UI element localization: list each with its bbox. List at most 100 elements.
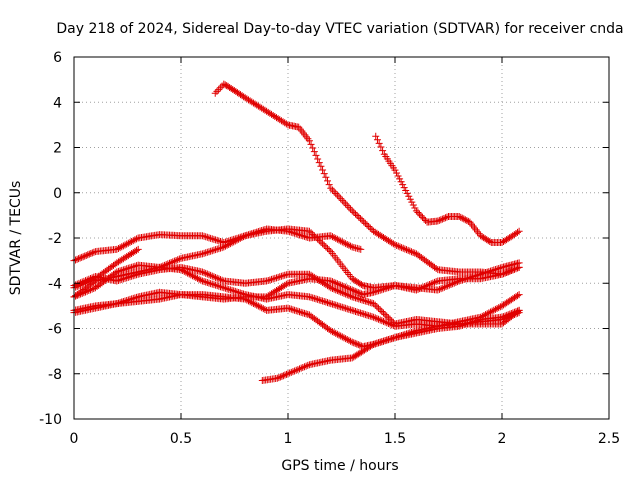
data-point <box>358 310 366 318</box>
data-point <box>307 229 315 237</box>
data-point <box>310 148 318 156</box>
x-tick-label: 0.5 <box>170 431 192 447</box>
data-point <box>327 277 335 285</box>
data-point <box>212 274 220 282</box>
data-point <box>198 268 206 276</box>
data-point <box>294 307 302 315</box>
data-point <box>357 245 365 253</box>
series-sat-j <box>70 245 142 292</box>
data-point <box>192 274 200 282</box>
data-point <box>507 309 515 317</box>
data-point <box>297 308 305 316</box>
data-point <box>348 293 356 301</box>
data-point <box>205 248 213 256</box>
data-point <box>351 210 359 218</box>
data-point <box>353 308 361 316</box>
data-point <box>406 195 414 203</box>
data-point <box>197 276 205 284</box>
data-point <box>376 306 384 314</box>
data-point <box>332 301 340 309</box>
data-point <box>356 289 364 297</box>
data-point <box>515 263 523 271</box>
y-tick-label: -8 <box>48 367 62 383</box>
data-point <box>432 264 440 272</box>
data-point <box>333 280 341 288</box>
data-point <box>225 240 233 248</box>
data-point <box>200 278 208 286</box>
data-point <box>393 241 401 249</box>
data-point <box>491 305 499 313</box>
data-point <box>457 276 465 284</box>
data-point <box>345 305 353 313</box>
data-point <box>514 307 522 315</box>
data-point <box>217 244 225 252</box>
chart-title: Day 218 of 2024, Sidereal Day-to-day VTE… <box>56 21 623 37</box>
data-point <box>458 276 466 284</box>
data-point <box>348 286 356 294</box>
data-point <box>304 361 312 369</box>
data-point <box>328 300 336 308</box>
data-point <box>287 368 295 376</box>
data-point <box>347 205 355 213</box>
y-tick-label: 4 <box>53 95 62 111</box>
data-point <box>322 243 330 251</box>
data-point <box>134 245 142 253</box>
data-point <box>314 295 322 303</box>
data-point <box>211 89 219 97</box>
data-point <box>432 278 440 286</box>
data-point <box>297 364 305 372</box>
data-point <box>118 275 126 283</box>
data-point <box>82 279 90 287</box>
data-point <box>328 278 336 286</box>
data-point <box>353 340 361 348</box>
data-point <box>403 246 411 254</box>
data-point <box>375 287 383 295</box>
y-axis-label: SDTVAR / TECUs <box>8 181 24 296</box>
data-point <box>231 287 239 295</box>
data-point <box>325 299 333 307</box>
data-point <box>353 212 361 220</box>
data-point <box>198 250 206 258</box>
data-point <box>328 233 336 241</box>
data-point <box>460 321 468 329</box>
data-point <box>441 214 449 222</box>
data-point <box>381 318 389 326</box>
data-point <box>261 306 269 314</box>
data-point <box>170 257 178 265</box>
data-point <box>182 268 190 276</box>
data-point <box>77 290 85 298</box>
data-point <box>80 289 88 297</box>
data-point <box>315 237 323 245</box>
data-point <box>409 248 417 256</box>
data-point <box>275 374 283 382</box>
data-point <box>330 278 338 286</box>
data-point <box>320 298 328 306</box>
data-point <box>515 227 523 235</box>
data-point <box>172 256 180 264</box>
data-point <box>347 306 355 314</box>
data-point <box>325 246 333 254</box>
data-point <box>289 368 297 376</box>
data-point <box>510 265 518 273</box>
data-point <box>394 172 402 180</box>
data-point <box>81 252 89 260</box>
data-point <box>379 147 387 155</box>
data-point <box>268 275 276 283</box>
data-point <box>368 341 376 349</box>
data-point <box>386 283 394 291</box>
data-point <box>470 318 478 326</box>
data-point <box>208 247 216 255</box>
data-point <box>325 283 333 291</box>
data-point <box>208 280 216 288</box>
data-point <box>440 214 448 222</box>
data-point <box>246 298 254 306</box>
series-sat-d <box>70 261 523 330</box>
data-point <box>363 311 371 319</box>
data-point <box>343 240 351 248</box>
data-point <box>333 330 341 338</box>
data-point <box>210 273 218 281</box>
data-point <box>386 320 394 328</box>
data-point <box>337 332 345 340</box>
data-point <box>375 339 383 347</box>
data-point <box>351 287 359 295</box>
